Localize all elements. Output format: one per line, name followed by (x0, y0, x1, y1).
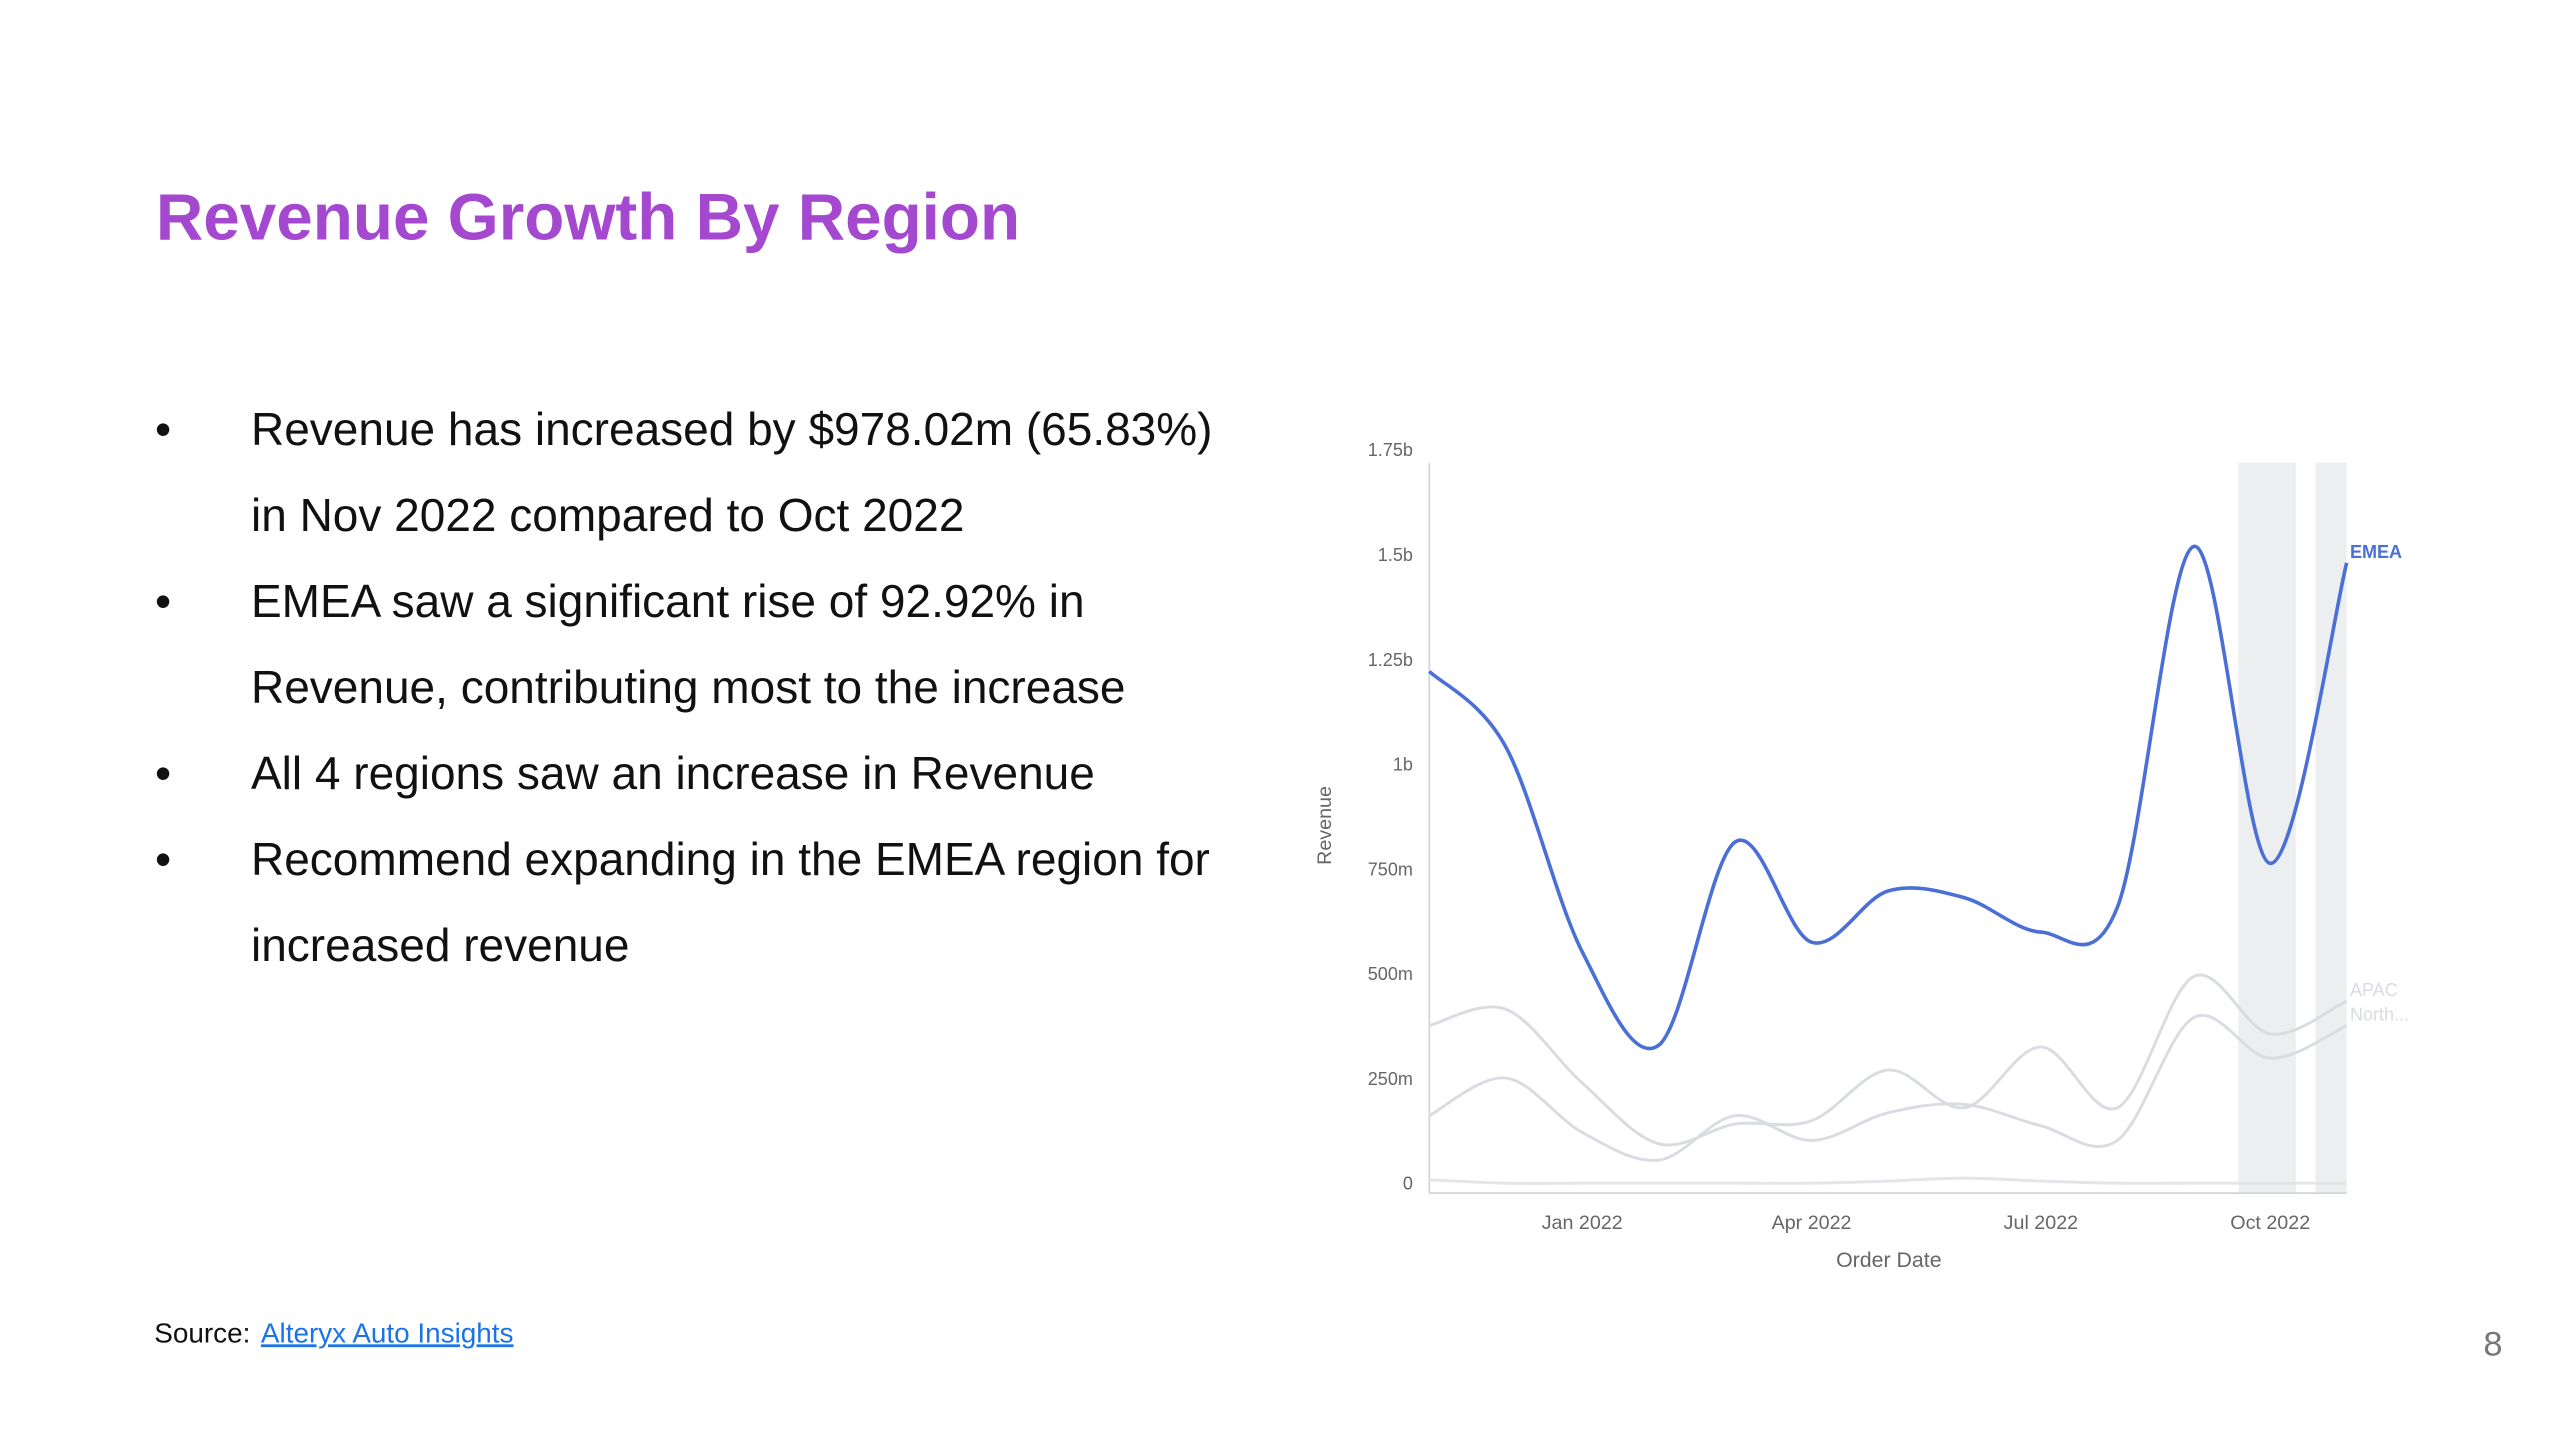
series-line (1428, 544, 2349, 1051)
y-axis-label: Revenue (1314, 786, 1336, 865)
series-label: EMEA (2350, 542, 2402, 562)
page-number: 8 (2483, 1325, 2502, 1363)
series-line (1428, 973, 2348, 1147)
bullet-list: Revenue has increased by $978.02m (65.83… (155, 386, 1261, 988)
series-label: APAC (2350, 980, 2398, 1000)
series-line (1428, 1013, 2348, 1162)
series-label: North... (2350, 1005, 2409, 1025)
x-tick-label: Apr 2022 (1772, 1212, 1852, 1234)
y-tick-label: 750m (1368, 859, 1413, 879)
x-axis-label: Order Date (1836, 1248, 1942, 1272)
highlight-band (2315, 462, 2347, 1194)
y-tick-label: 1.5b (1378, 545, 1413, 565)
highlight-band (2238, 462, 2296, 1194)
x-tick-label: Jul 2022 (2004, 1212, 2078, 1234)
y-tick-label: 1.25b (1368, 650, 1413, 670)
y-tick-label: 1b (1393, 755, 1413, 775)
bullet-item: All 4 regions saw an increase in Revenue (155, 730, 1261, 816)
x-tick-label: Oct 2022 (2230, 1212, 2310, 1234)
bullet-item: Recommend expanding in the EMEA region f… (155, 816, 1261, 988)
bullet-item: Revenue has increased by $978.02m (65.83… (155, 386, 1261, 558)
y-tick-label: 0 (1403, 1174, 1413, 1194)
bullet-item: EMEA saw a significant rise of 92.92% in… (155, 558, 1261, 730)
source-link[interactable]: Alteryx Auto Insights (261, 1317, 514, 1348)
y-tick-label: 250m (1368, 1069, 1413, 1089)
y-tick-label: 1.75b (1368, 440, 1413, 460)
source-label: Source: (154, 1317, 250, 1348)
y-tick-label: 500m (1368, 964, 1413, 984)
x-tick-label: Jan 2022 (1542, 1212, 1623, 1234)
slide-title: Revenue Growth By Region (156, 181, 1020, 254)
series-line (1429, 1176, 2347, 1185)
